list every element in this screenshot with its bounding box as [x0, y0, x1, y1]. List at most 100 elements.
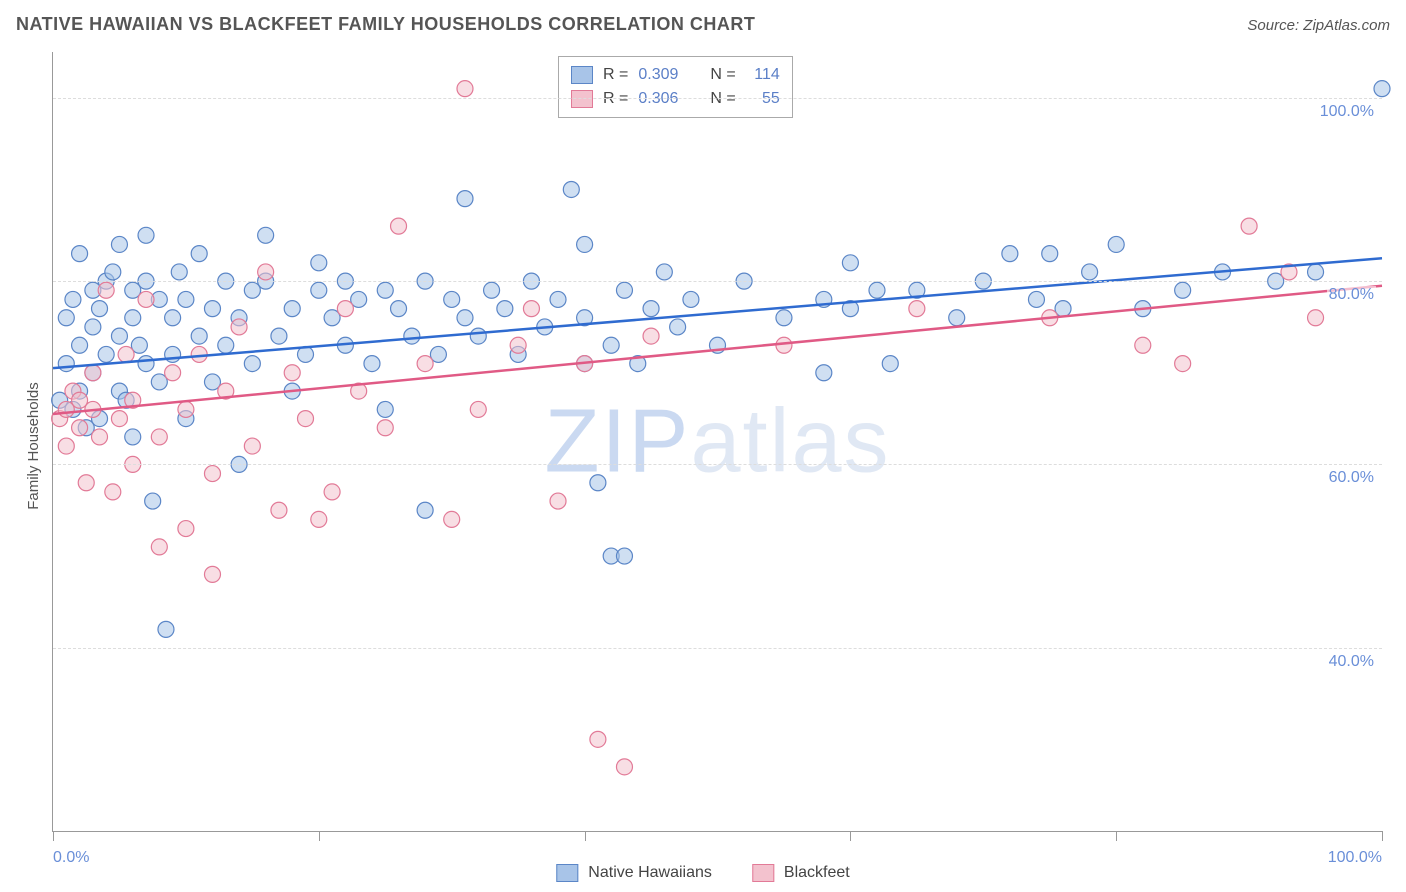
data-point [178, 291, 194, 307]
data-point [377, 401, 393, 417]
data-point [324, 484, 340, 500]
data-point [510, 337, 526, 353]
data-point [231, 319, 247, 335]
data-point [98, 346, 114, 362]
data-point [204, 301, 220, 317]
data-point [125, 429, 141, 445]
data-point [444, 291, 460, 307]
data-point [616, 282, 632, 298]
data-point [111, 236, 127, 252]
data-point [72, 246, 88, 262]
chart-title: NATIVE HAWAIIAN VS BLACKFEET FAMILY HOUS… [16, 14, 755, 35]
y-tick-label: 40.0% [1327, 653, 1376, 671]
data-point [776, 337, 792, 353]
data-point [643, 328, 659, 344]
data-point [284, 301, 300, 317]
data-point [882, 356, 898, 372]
data-point [204, 466, 220, 482]
x-tick [1382, 831, 1383, 841]
data-point [85, 319, 101, 335]
data-point [271, 328, 287, 344]
data-point [118, 346, 134, 362]
data-point [105, 264, 121, 280]
data-point [165, 310, 181, 326]
data-point [1082, 264, 1098, 280]
data-point [92, 301, 108, 317]
data-point [151, 429, 167, 445]
data-point [58, 310, 74, 326]
gridline [53, 648, 1382, 649]
data-point [590, 731, 606, 747]
data-point [271, 502, 287, 518]
data-point [151, 539, 167, 555]
data-point [643, 301, 659, 317]
x-tick [1116, 831, 1117, 841]
data-point [191, 328, 207, 344]
data-point [72, 337, 88, 353]
data-point [470, 328, 486, 344]
data-point [1175, 356, 1191, 372]
data-point [1241, 218, 1257, 234]
data-point [683, 291, 699, 307]
header: NATIVE HAWAIIAN VS BLACKFEET FAMILY HOUS… [16, 14, 1390, 35]
data-point [284, 365, 300, 381]
data-point [218, 337, 234, 353]
plot-area: ZIPatlas R =0.309N =114R =0.306N =55 40.… [52, 52, 1382, 832]
legend-row: R = 0.309 N = 114 [571, 63, 780, 87]
data-point [98, 282, 114, 298]
legend-n-value: 114 [746, 63, 780, 87]
data-point [58, 438, 74, 454]
x-tick [850, 831, 851, 841]
data-point [138, 227, 154, 243]
data-point [1374, 81, 1390, 97]
data-point [776, 310, 792, 326]
data-point [165, 346, 181, 362]
legend-swatch [571, 90, 593, 108]
y-tick-label: 60.0% [1327, 469, 1376, 487]
legend-r-value: 0.309 [638, 63, 678, 87]
series-legend: Native HawaiiansBlackfeet [556, 864, 849, 882]
series-legend-label: Native Hawaiians [588, 864, 712, 882]
source-attribution: Source: ZipAtlas.com [1247, 17, 1390, 34]
data-point [842, 255, 858, 271]
data-point [616, 759, 632, 775]
data-point [258, 227, 274, 243]
data-point [484, 282, 500, 298]
data-point [1028, 291, 1044, 307]
x-tick-label: 0.0% [53, 849, 89, 867]
chart-svg [53, 52, 1382, 831]
x-tick [53, 831, 54, 841]
data-point [869, 282, 885, 298]
data-point [244, 438, 260, 454]
data-point [417, 502, 433, 518]
gridline [53, 98, 1382, 99]
data-point [138, 291, 154, 307]
data-point [1135, 337, 1151, 353]
data-point [457, 310, 473, 326]
correlation-legend: R =0.309N =114R =0.306N =55 [558, 56, 793, 118]
data-point [550, 291, 566, 307]
x-tick [319, 831, 320, 841]
y-axis-label: Family Households [25, 382, 42, 510]
data-point [311, 282, 327, 298]
data-point [258, 264, 274, 280]
data-point [377, 282, 393, 298]
legend-r-label: R = [603, 63, 628, 87]
data-point [244, 356, 260, 372]
data-point [391, 218, 407, 234]
data-point [497, 301, 513, 317]
data-point [298, 411, 314, 427]
data-point [590, 475, 606, 491]
data-point [145, 493, 161, 509]
data-point [1175, 282, 1191, 298]
data-point [391, 301, 407, 317]
legend-n-label: N = [710, 63, 735, 87]
data-point [85, 365, 101, 381]
legend-n-value: 55 [746, 87, 780, 111]
data-point [470, 401, 486, 417]
data-point [92, 429, 108, 445]
data-point [909, 301, 925, 317]
data-point [158, 621, 174, 637]
series-legend-item: Native Hawaiians [556, 864, 712, 882]
x-tick [585, 831, 586, 841]
